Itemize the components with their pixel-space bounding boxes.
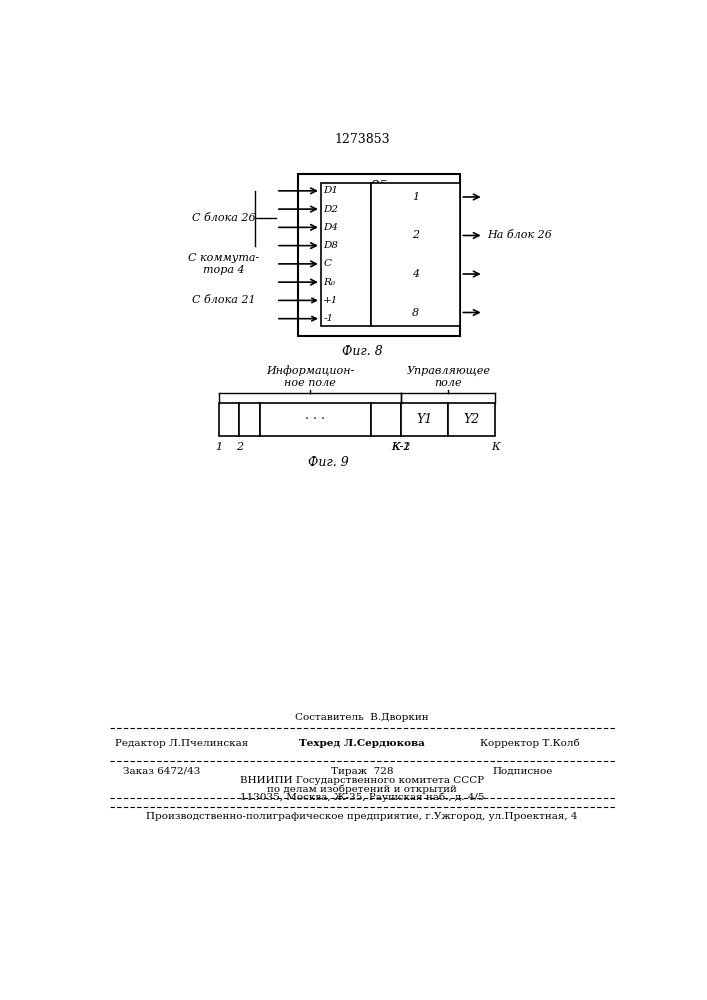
Text: Фиг. 8: Фиг. 8 xyxy=(341,345,382,358)
Bar xyxy=(298,174,460,336)
Text: 1: 1 xyxy=(215,442,222,452)
Text: Производственно-полиграфическое предприятие, г.Ужгород, ул.Проектная, 4: Производственно-полиграфическое предприя… xyxy=(146,812,578,821)
Text: Информацион-
ное поле: Информацион- ное поле xyxy=(266,365,354,388)
Text: 113035, Москва, Ж-35, Раушская наб., д. 4/5: 113035, Москва, Ж-35, Раушская наб., д. … xyxy=(240,793,484,802)
Text: D4: D4 xyxy=(323,223,338,232)
Text: Подписное: Подписное xyxy=(492,767,553,776)
Bar xyxy=(321,183,371,326)
Text: Фиг. 9: Фиг. 9 xyxy=(308,456,349,469)
Text: Техред Л.Сердюкова: Техред Л.Сердюкова xyxy=(299,739,425,748)
Bar xyxy=(218,403,240,436)
Text: Y1: Y1 xyxy=(416,413,433,426)
Bar xyxy=(371,183,460,326)
Text: 4: 4 xyxy=(412,269,419,279)
Text: Составитель  В.Дворкин: Составитель В.Дворкин xyxy=(295,713,428,722)
Text: D2: D2 xyxy=(323,205,338,214)
Text: С блока 26: С блока 26 xyxy=(192,213,256,223)
Text: · · ·: · · · xyxy=(305,413,325,426)
Text: К: К xyxy=(491,442,500,452)
Text: 2: 2 xyxy=(412,231,419,240)
Text: 25: 25 xyxy=(370,180,388,194)
Text: Заказ 6472/43: Заказ 6472/43 xyxy=(123,767,201,776)
Text: C: C xyxy=(323,259,331,268)
Text: Y2: Y2 xyxy=(464,413,480,426)
Text: ВНИИПИ Государственного комитета СССР: ВНИИПИ Государственного комитета СССР xyxy=(240,776,484,785)
Text: D8: D8 xyxy=(323,241,338,250)
Bar xyxy=(401,403,448,436)
Text: 1: 1 xyxy=(412,192,419,202)
Bar xyxy=(370,403,401,436)
Text: -1: -1 xyxy=(323,314,333,323)
Text: Тираж  728: Тираж 728 xyxy=(331,767,393,776)
Text: К-2: К-2 xyxy=(392,442,411,452)
Text: На блок 26: На блок 26 xyxy=(488,231,552,240)
Bar xyxy=(260,403,370,436)
Text: R₀: R₀ xyxy=(323,278,335,287)
Text: Корректор Т.Колб: Корректор Т.Колб xyxy=(480,739,580,748)
Bar xyxy=(240,403,260,436)
Text: +1: +1 xyxy=(323,296,339,305)
Text: D1: D1 xyxy=(323,186,338,195)
Text: К-1: К-1 xyxy=(392,442,411,452)
Text: С блока 21: С блока 21 xyxy=(192,295,256,305)
Text: 1273853: 1273853 xyxy=(334,133,390,146)
Bar xyxy=(448,403,495,436)
Text: по делам изобретений и открытий: по делам изобретений и открытий xyxy=(267,784,457,794)
Text: Редактор Л.Пчелинская: Редактор Л.Пчелинская xyxy=(115,739,248,748)
Text: 2: 2 xyxy=(235,442,243,452)
Text: Управляющее
поле: Управляющее поле xyxy=(407,366,490,388)
Text: 8: 8 xyxy=(412,308,419,318)
Text: С коммута-
тора 4: С коммута- тора 4 xyxy=(188,253,259,275)
